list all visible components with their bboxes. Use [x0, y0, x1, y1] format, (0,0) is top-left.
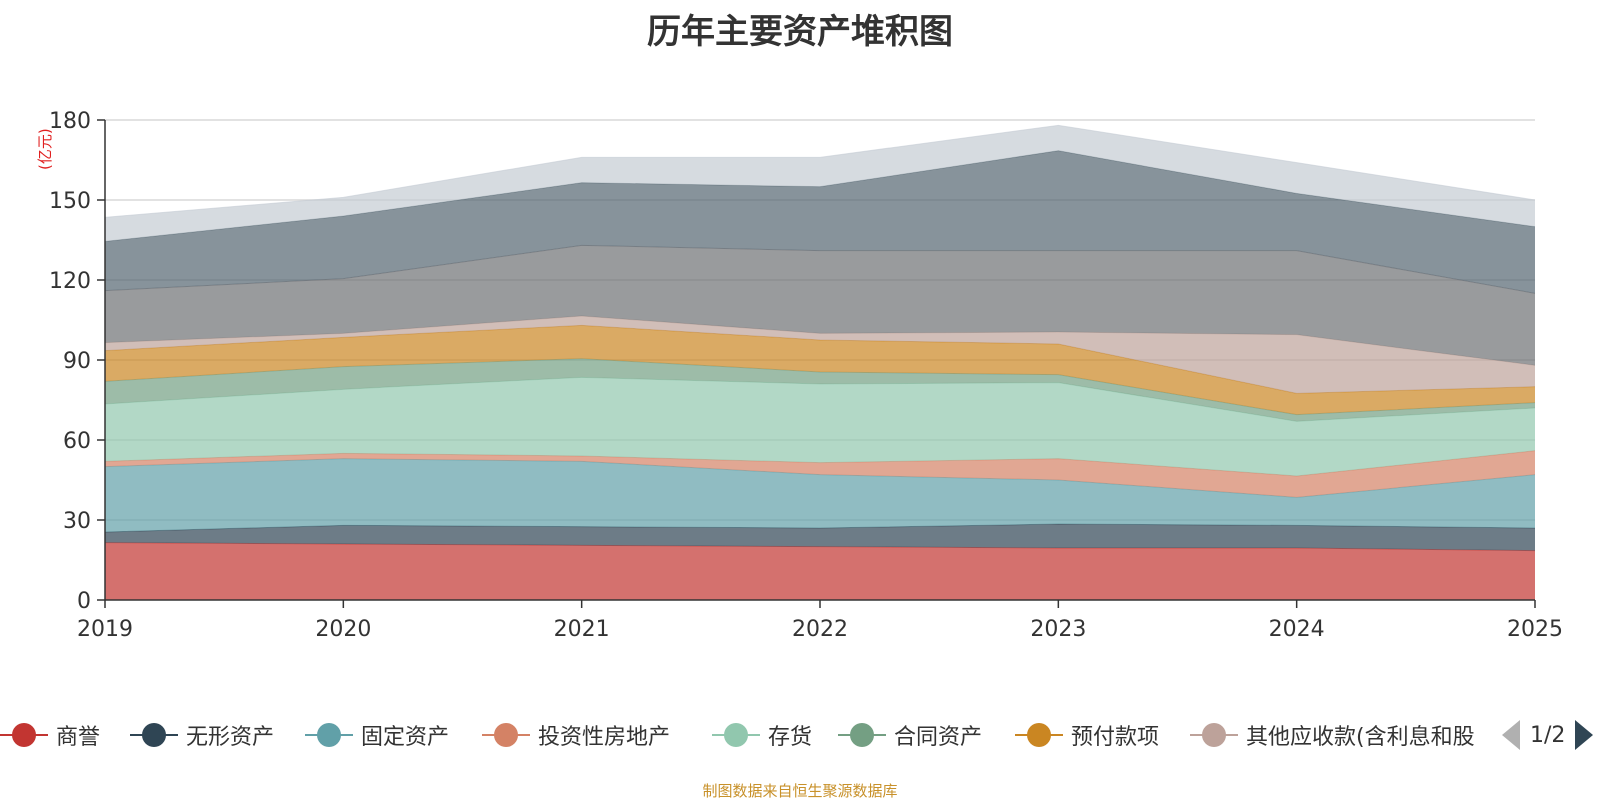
legend: 商誉 无形资产 固定资产 投资性房地产 存货 合同资产 预付款项 其他应收款(含利息和股 [0, 712, 1600, 758]
y-tick-label: 90 [63, 349, 91, 374]
y-tick-label: 120 [49, 269, 91, 294]
legend-swatch-icon [305, 712, 353, 758]
y-tick-label: 30 [63, 509, 91, 534]
legend-label: 无形资产 [186, 725, 275, 750]
legend-swatch-icon [838, 712, 886, 758]
legend-swatch-icon [482, 712, 530, 758]
area-series-2 [105, 524, 1535, 551]
legend-swatch-icon [1190, 712, 1238, 758]
legend-label: 固定资产 [361, 725, 450, 750]
x-tick-label: 2024 [1269, 617, 1325, 642]
axes: 0 30 60 90 120 150 180 2019 2020 2021 2022 2023 2024… [49, 109, 1563, 642]
y-tick-label: 60 [63, 429, 91, 454]
legend-label: 预付款项 [1071, 725, 1160, 750]
legend-next-page-icon[interactable] [1575, 720, 1594, 750]
legend-item[interactable]: 存货 [712, 712, 812, 758]
legend-label: 投资性房地产 [538, 725, 671, 750]
legend-swatch-icon [0, 712, 48, 758]
legend-item[interactable]: 投资性房地产 [482, 712, 670, 758]
legend-swatch-icon [130, 712, 178, 758]
area-series-9 [105, 245, 1535, 366]
area-series-3 [105, 458, 1535, 532]
area-series-7 [105, 325, 1535, 415]
legend-item[interactable]: 预付款项 [1015, 712, 1159, 758]
area-series-11 [105, 125, 1535, 242]
y-axis-unit-label: (亿元) [36, 128, 54, 170]
legend-item[interactable]: 无形资产 [130, 712, 274, 758]
series-line-11 [104, 124, 1536, 218]
x-tick-label: 2019 [77, 617, 133, 642]
area-series-4 [105, 450, 1535, 498]
y-tick-label: 150 [49, 189, 91, 214]
legend-label: 存货 [768, 725, 813, 750]
area-series-group [104, 124, 1536, 600]
x-tick-label: 2020 [315, 617, 371, 642]
legend-label: 商誉 [56, 725, 101, 750]
area-series-10 [105, 150, 1535, 294]
data-source-note: 制图数据来自恒生聚源数据库 [702, 782, 898, 800]
legend-label: 其他应收款(含利息和股 [1246, 725, 1475, 750]
legend-prev-page-icon[interactable] [1502, 720, 1520, 750]
y-tick-label: 180 [49, 109, 91, 134]
area-series-8 [105, 316, 1535, 394]
legend-page-indicator: 1/2 [1530, 722, 1566, 748]
legend-item[interactable]: 其他应收款(含利息和股 [1190, 712, 1490, 758]
legend-item[interactable]: 商誉 [0, 712, 100, 758]
legend-label: 合同资产 [894, 725, 983, 750]
area-series-6 [105, 358, 1535, 422]
area-series-1 [105, 542, 1535, 600]
legend-swatch-icon [1015, 712, 1063, 758]
legend-item[interactable]: 合同资产 [838, 712, 982, 758]
y-tick-label: 0 [77, 589, 91, 614]
x-tick-label: 2022 [792, 617, 848, 642]
x-tick-label: 2021 [554, 617, 610, 642]
chart-title: 历年主要资产堆积图 [647, 12, 953, 52]
x-tick-label: 2025 [1507, 617, 1563, 642]
x-tick-label: 2023 [1030, 617, 1086, 642]
legend-pager: 1/2 [1502, 712, 1594, 758]
legend-item[interactable]: 固定资产 [305, 712, 449, 758]
legend-swatch-icon [712, 712, 760, 758]
